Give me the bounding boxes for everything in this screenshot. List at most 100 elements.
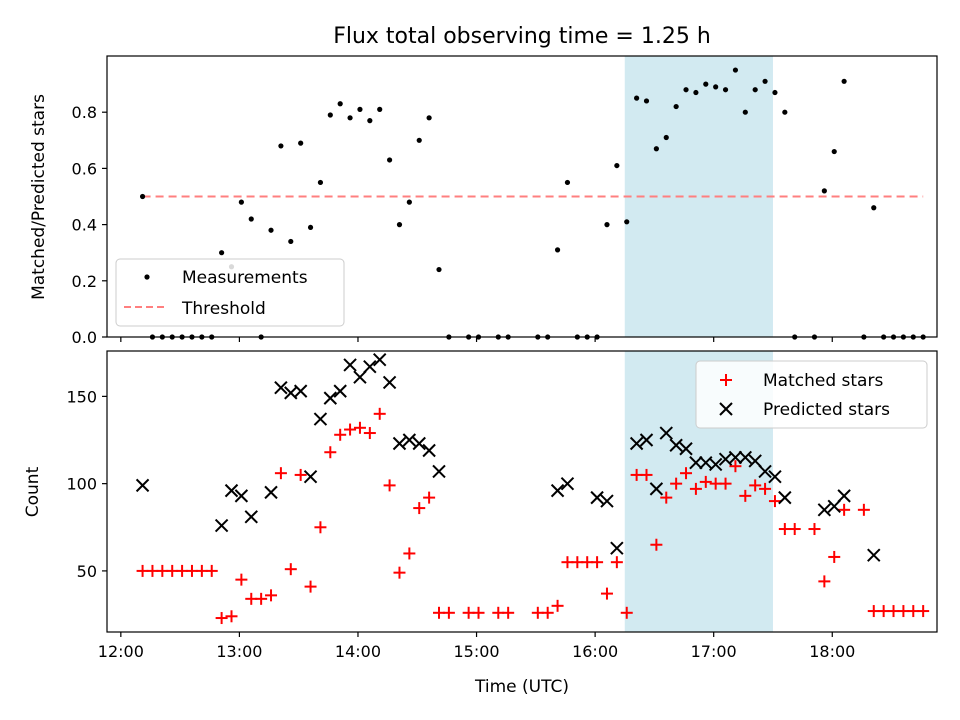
measurement-point bbox=[337, 101, 343, 107]
matched-star-point bbox=[749, 479, 762, 492]
highlight-span bbox=[624, 56, 773, 337]
measurement-point bbox=[673, 103, 679, 110]
matched-star-point bbox=[759, 482, 772, 495]
matched-star-point bbox=[660, 491, 673, 504]
x-tick-label: 13:00 bbox=[216, 642, 262, 661]
predicted-star-point bbox=[293, 384, 308, 398]
predicted-star-point bbox=[837, 489, 851, 503]
predicted-star-point bbox=[629, 436, 644, 451]
matched-star-point bbox=[265, 589, 278, 602]
matched-star-point bbox=[344, 423, 357, 436]
matched-star-point bbox=[541, 606, 554, 619]
measurement-point bbox=[248, 216, 254, 222]
matched-star-point bbox=[591, 556, 604, 569]
measurement-point bbox=[288, 238, 294, 245]
bottom-panel-frame bbox=[106, 350, 938, 633]
matched-star-point bbox=[294, 468, 307, 481]
measurement-point bbox=[663, 134, 669, 141]
measurement-point bbox=[624, 219, 630, 225]
matched-star-point bbox=[215, 612, 228, 625]
x-tick-label: 14:00 bbox=[335, 642, 381, 661]
measurement-point bbox=[436, 266, 442, 273]
matched-star-point bbox=[739, 489, 752, 502]
predicted-star-point bbox=[708, 457, 723, 472]
measurement-point bbox=[139, 193, 146, 200]
predicted-star-point bbox=[412, 436, 426, 451]
bottom-count-points bbox=[135, 353, 930, 625]
predicted-star-point bbox=[244, 510, 258, 524]
x-tick-label: 15:00 bbox=[453, 642, 499, 661]
bottom-y-ticks: 50 100 150 bbox=[66, 387, 107, 581]
matched-star-point bbox=[828, 550, 841, 563]
measurement-point bbox=[327, 112, 333, 118]
legend-threshold-label: Threshold bbox=[181, 299, 266, 319]
matched-star-point bbox=[610, 556, 623, 569]
matched-star-point bbox=[373, 407, 386, 420]
predicted-star-point bbox=[422, 443, 436, 458]
predicted-star-point bbox=[333, 384, 347, 398]
predicted-star-point bbox=[382, 375, 397, 390]
matched-star-point bbox=[788, 523, 801, 536]
predicted-star-point bbox=[817, 503, 832, 517]
matched-star-point bbox=[620, 606, 633, 619]
measurement-point bbox=[238, 199, 244, 205]
legend-matched-marker bbox=[720, 374, 732, 386]
predicted-star-point bbox=[768, 469, 782, 484]
matched-star-point bbox=[225, 610, 238, 623]
x-tick-label: 17:00 bbox=[691, 642, 737, 661]
legend-predicted-marker bbox=[719, 402, 733, 416]
measurement-point bbox=[377, 106, 383, 112]
measurement-point bbox=[268, 227, 274, 233]
measurement-point bbox=[219, 250, 225, 256]
predicted-star-point bbox=[313, 412, 328, 426]
predicted-star-point bbox=[234, 489, 249, 503]
measurement-point bbox=[772, 89, 778, 96]
measurement-point bbox=[347, 115, 353, 121]
matched-star-point bbox=[235, 573, 248, 586]
matched-star-point bbox=[255, 592, 268, 605]
matched-star-point bbox=[768, 495, 781, 508]
predicted-star-point bbox=[758, 464, 772, 479]
measurement-point bbox=[713, 84, 719, 90]
matched-star-point bbox=[600, 587, 613, 600]
measurement-point bbox=[722, 87, 729, 93]
matched-star-point bbox=[680, 467, 693, 480]
predicted-star-point bbox=[353, 370, 367, 384]
matched-star-point bbox=[314, 521, 327, 534]
predicted-star-point bbox=[610, 541, 624, 555]
measurement-point bbox=[782, 109, 788, 115]
matched-star-point bbox=[719, 477, 732, 490]
predicted-star-point bbox=[214, 518, 229, 533]
matched-star-point bbox=[838, 503, 851, 516]
measurement-point bbox=[653, 146, 659, 152]
measurement-point bbox=[604, 222, 610, 228]
predicted-star-point bbox=[402, 433, 417, 447]
predicted-star-point bbox=[590, 490, 604, 505]
matched-star-point bbox=[502, 606, 515, 619]
predicted-star-point bbox=[323, 391, 338, 405]
top-panel: 0.00.20.40.60.8 Matched/Predicted stars … bbox=[29, 55, 938, 347]
measurement-point bbox=[643, 98, 650, 104]
matched-star-point bbox=[670, 477, 683, 490]
measurement-point bbox=[357, 106, 363, 112]
predicted-star-point bbox=[264, 485, 278, 500]
matched-star-point bbox=[472, 606, 485, 619]
predicted-star-point bbox=[689, 455, 703, 470]
predicted-star-point bbox=[432, 464, 446, 479]
predicted-star-point bbox=[738, 450, 753, 465]
matched-star-point bbox=[205, 564, 218, 577]
measurement-point bbox=[634, 95, 640, 101]
predicted-star-point bbox=[550, 483, 565, 498]
matched-star-point bbox=[353, 421, 366, 434]
measurement-point bbox=[386, 157, 393, 163]
matched-star-point bbox=[403, 547, 416, 560]
matched-star-point bbox=[274, 467, 287, 480]
y-tick-label: 150 bbox=[66, 387, 97, 406]
matched-star-point bbox=[423, 491, 436, 504]
predicted-star-point bbox=[392, 436, 407, 451]
predicted-star-point bbox=[669, 438, 683, 452]
x-tick-label: 12:00 bbox=[98, 642, 144, 661]
bottom-legend-box bbox=[695, 360, 928, 429]
predicted-star-point bbox=[135, 478, 150, 493]
